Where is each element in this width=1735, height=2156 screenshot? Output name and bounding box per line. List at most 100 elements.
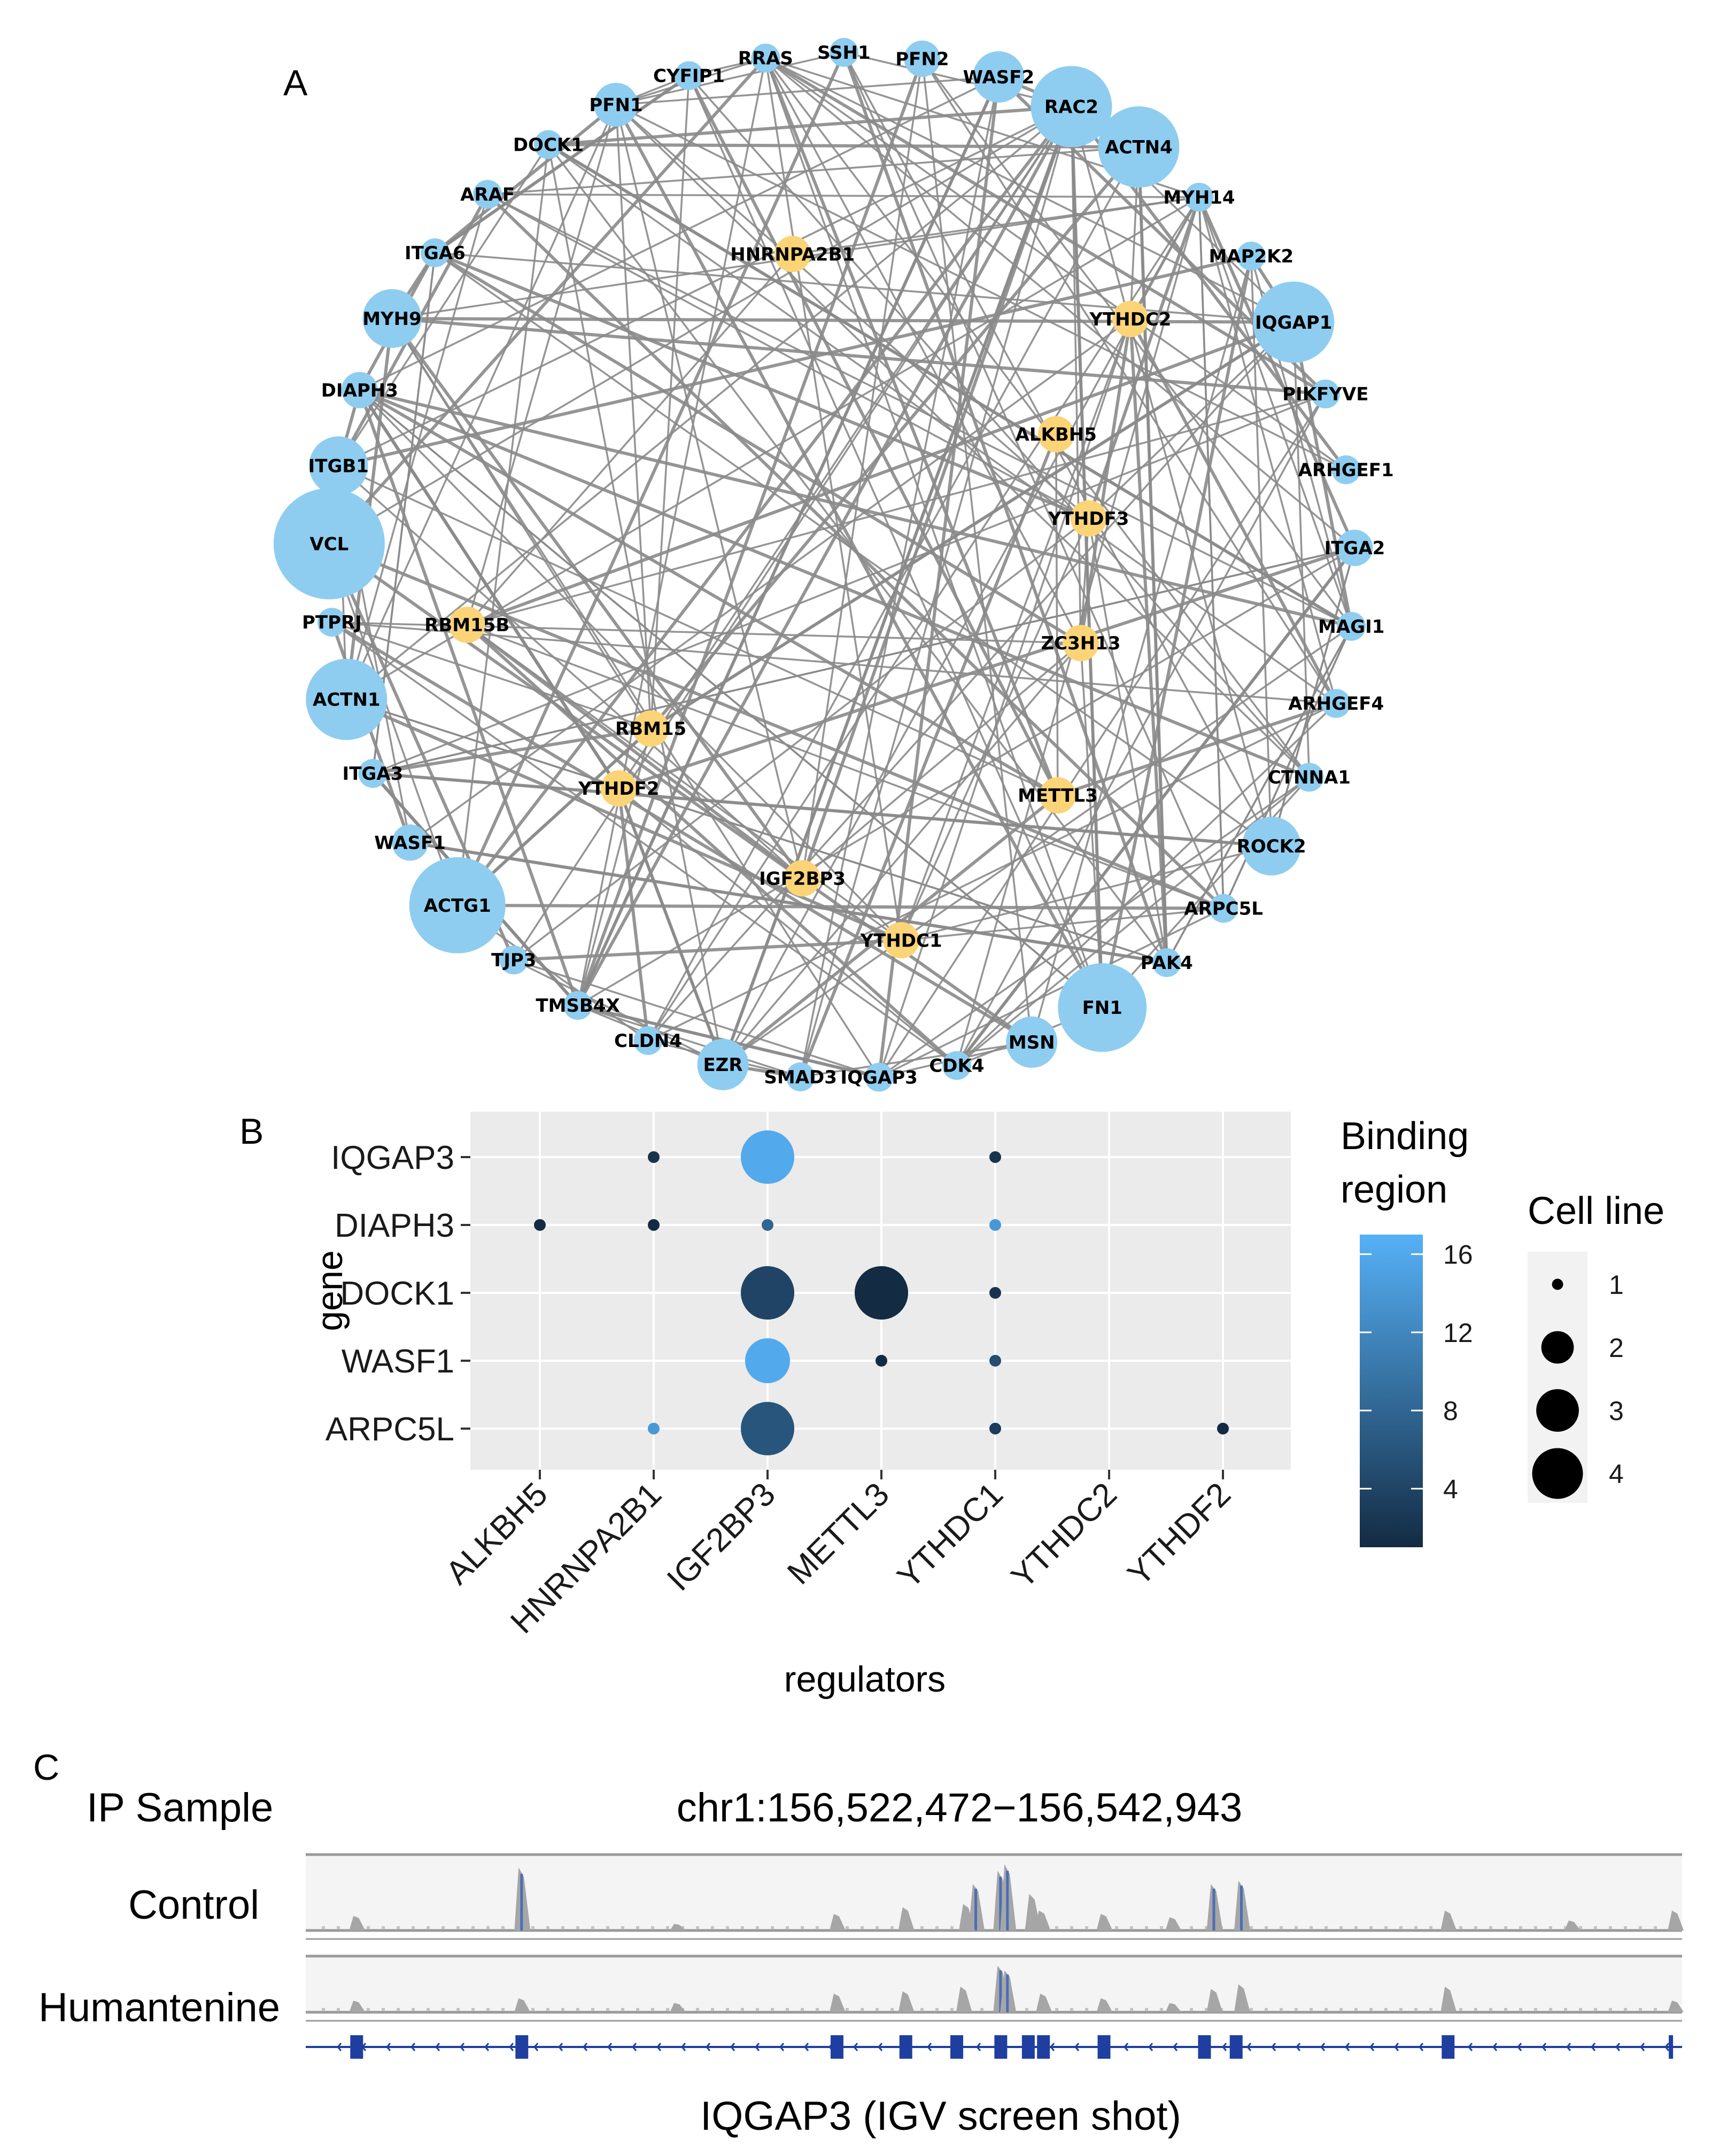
network-edge (615, 104, 1089, 519)
network-edge (456, 105, 1073, 906)
svg-text:DIAPH3: DIAPH3 (321, 380, 398, 401)
x-tick-label: YTHDC1 (890, 1476, 1010, 1595)
network-nodes: RRAS SSH1 PFN2 WASF2 RAC2 ACTN4 MYH14 MAP2K2 IQG… (273, 38, 1394, 1092)
network-edge (722, 625, 1352, 1066)
y-tick-label: WASF1 (342, 1343, 454, 1380)
dot-wasf1-mettl3 (876, 1355, 887, 1367)
svg-text:ACTN1: ACTN1 (313, 689, 381, 711)
svg-text:YTHDC2: YTHDC2 (1089, 309, 1171, 330)
network-edge (764, 57, 1327, 395)
network-edge (331, 621, 957, 1067)
regulator-node-ythdc2: YTHDC2 (1089, 300, 1171, 337)
exon-block (899, 2035, 912, 2059)
network-node-ezr: EZR (697, 1038, 749, 1090)
network-node-itga2: ITGA2 (1325, 530, 1385, 567)
network-edge (466, 104, 617, 625)
exon-block (1669, 2035, 1674, 2059)
network-edge (616, 76, 999, 106)
network-edge (1292, 322, 1311, 778)
dot-wasf1-ythdc1 (989, 1355, 1001, 1367)
ip-sample-header: IP Sample (87, 1785, 273, 1831)
regulator-node-hnrnpa2b1: HNRNPA2B1 (730, 236, 855, 273)
coverage-peak (1165, 1917, 1182, 1930)
dot-arpc5l-ythdc1 (989, 1423, 1001, 1434)
binding-region-legend: Binding region 4 8 12 16 (1341, 1115, 1473, 1547)
network-edge (878, 776, 1310, 1078)
dot-dock1-mettl3 (855, 1266, 908, 1320)
panel-label-c: C (33, 1747, 59, 1788)
network-node-actn1: ACTN1 (306, 658, 388, 740)
size-legend-label: 3 (1609, 1396, 1624, 1426)
network-edge (764, 58, 902, 941)
svg-text:PIKFYVE: PIKFYVE (1282, 384, 1368, 405)
network-edge (467, 393, 1326, 626)
network-edge (764, 57, 1082, 644)
network-node-actn4: ACTN4 (1098, 106, 1180, 188)
coverage-peak (956, 1987, 972, 2012)
network-edge (647, 702, 1337, 1042)
regulator-node-igf2bp3: IGF2BP3 (759, 860, 846, 897)
svg-text:IQGAP3: IQGAP3 (840, 1067, 917, 1088)
dot-iqgap3-hnrnpa2b1 (648, 1151, 660, 1163)
regulator-node-rbm15b: RBM15B (424, 607, 509, 643)
network-edge (328, 57, 767, 545)
color-bar-tick-label: 4 (1443, 1474, 1458, 1504)
regulator-node-alkbh5: ALKBH5 (1016, 416, 1097, 453)
coverage-peak (1206, 1989, 1223, 2012)
exon-block (1037, 2035, 1050, 2059)
network-edge (956, 393, 1327, 1066)
network-edge (764, 58, 1103, 1008)
network-edge (616, 51, 845, 106)
network-edge (467, 624, 1224, 910)
exon-block (1198, 2035, 1211, 2059)
network-edge (328, 542, 1225, 910)
network-node-ctnna1: CTNNA1 (1268, 763, 1351, 792)
network-edge (328, 105, 1072, 545)
svg-text:PFN2: PFN2 (895, 49, 949, 70)
network-edge (956, 776, 1310, 1066)
size-legend-title: Cell line (1528, 1190, 1664, 1232)
svg-text:ARPC5L: ARPC5L (1184, 898, 1263, 920)
coverage-peak (1234, 1984, 1250, 2012)
network-edge (1057, 702, 1337, 797)
network-edge (576, 76, 1001, 1006)
exon-block (1021, 2035, 1035, 2059)
y-tick-label: DIAPH3 (335, 1207, 454, 1244)
network-edge (901, 907, 1224, 942)
network-edge (455, 51, 846, 906)
network-edge (434, 252, 1272, 847)
svg-text:RAC2: RAC2 (1044, 96, 1098, 118)
size-legend-label: 1 (1609, 1270, 1624, 1300)
network-edge (513, 517, 1089, 961)
y-tick-label: DOCK1 (340, 1275, 454, 1312)
network-edge (338, 464, 1058, 796)
network-edge (547, 144, 724, 1065)
network-edge (649, 75, 690, 729)
coverage-peak (1165, 2003, 1182, 2012)
network-edge (801, 642, 1082, 879)
network-edge (1166, 626, 1352, 963)
network-edge (722, 106, 1073, 1065)
network-edge (328, 542, 1033, 1044)
network-node-itga3: ITGA3 (343, 759, 403, 788)
network-edge (577, 58, 767, 1006)
network-edge (434, 251, 1089, 520)
dot-dock1-igf2bp3 (741, 1266, 794, 1320)
network-edge (647, 321, 1295, 1042)
y-axis-title: gene (309, 1250, 350, 1331)
svg-text:WASF2: WASF2 (963, 67, 1035, 88)
svg-text:YTHDC1: YTHDC1 (860, 930, 942, 951)
network-node-araf: ARAF (460, 180, 515, 209)
coverage-tracks (306, 1853, 1684, 2022)
network-edge (434, 75, 690, 254)
network-edge (548, 143, 1139, 149)
svg-text:RBM15B: RBM15B (424, 615, 509, 636)
exon-block (1097, 2035, 1111, 2059)
svg-text:ROCK2: ROCK2 (1237, 836, 1306, 857)
svg-text:PFN1: PFN1 (589, 95, 642, 116)
svg-text:ZC3H13: ZC3H13 (1041, 633, 1120, 654)
network-node-rock2: ROCK2 (1237, 817, 1306, 876)
network-edge (373, 547, 1355, 774)
network-node-smad3: SMAD3 (764, 1062, 837, 1091)
network-node-cdk4: CDK4 (929, 1051, 985, 1080)
